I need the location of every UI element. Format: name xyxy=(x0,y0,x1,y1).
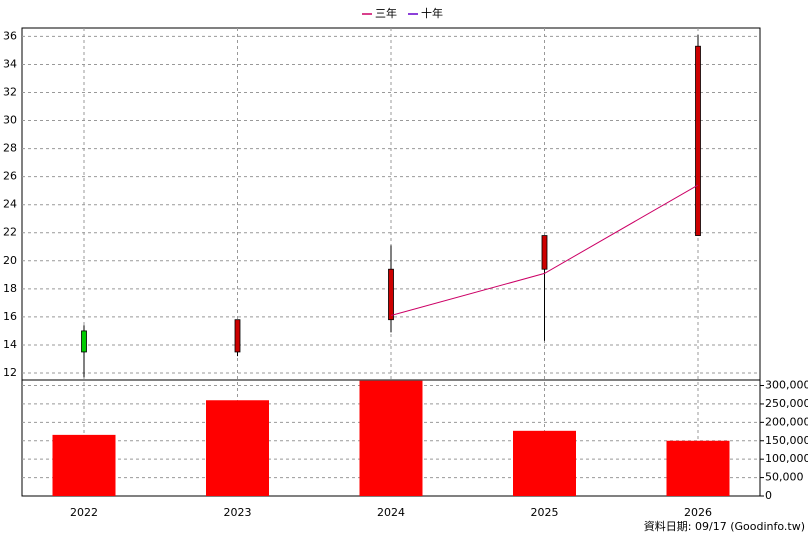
y2-tick-label: 200,000 xyxy=(765,415,808,428)
y-tick-label: 28 xyxy=(3,142,17,155)
legend-label: 三年 xyxy=(375,6,397,20)
volume-bar xyxy=(359,380,423,496)
volume-bar xyxy=(52,434,116,496)
legend-label: 十年 xyxy=(421,6,443,20)
y2-tick-label: 300,000 xyxy=(765,379,808,392)
x-tick-label: 2024 xyxy=(377,506,405,519)
y-tick-label: 14 xyxy=(3,338,17,351)
y-tick-label: 32 xyxy=(3,86,17,99)
y-tick-label: 20 xyxy=(3,254,17,267)
y2-tick-label: 150,000 xyxy=(765,434,808,447)
footer: 資料日期: 09/17 (Goodinfo.tw) xyxy=(644,519,805,533)
candle-body xyxy=(541,235,548,270)
candle-body xyxy=(695,45,701,236)
y-tick-label: 16 xyxy=(3,310,17,323)
y-tick-label: 22 xyxy=(3,226,17,239)
candle-body xyxy=(81,330,87,353)
y2-tick-label: 250,000 xyxy=(765,397,808,410)
y2-tick-label: 0 xyxy=(765,489,772,502)
y-tick-label: 36 xyxy=(3,29,17,42)
candle-body xyxy=(234,319,241,353)
y-tick-label: 12 xyxy=(3,366,17,379)
y-tick-label: 18 xyxy=(3,282,17,295)
y-tick-label: 26 xyxy=(3,170,17,183)
volume-bar xyxy=(206,400,269,496)
volume-bar xyxy=(666,440,730,496)
x-tick-label: 2023 xyxy=(224,506,252,519)
x-tick-label: 2026 xyxy=(684,506,712,519)
y-tick-label: 24 xyxy=(3,198,17,211)
x-tick-label: 2025 xyxy=(531,506,559,519)
y-tick-label: 34 xyxy=(3,57,17,70)
candle-body xyxy=(388,268,394,321)
y-tick-label: 30 xyxy=(3,114,17,127)
x-tick-label: 2022 xyxy=(70,506,98,519)
y2-tick-label: 50,000 xyxy=(765,471,804,484)
ma-line xyxy=(390,184,699,316)
volume-bar xyxy=(513,430,576,496)
y2-tick-label: 100,000 xyxy=(765,452,808,465)
